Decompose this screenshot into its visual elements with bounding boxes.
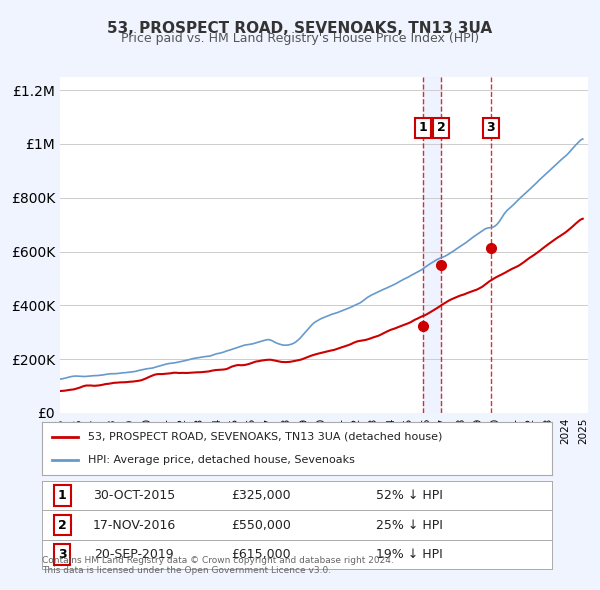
Text: £615,000: £615,000 bbox=[232, 548, 291, 561]
Text: £550,000: £550,000 bbox=[232, 519, 291, 532]
Bar bbox=[423, 77, 441, 413]
Text: 1: 1 bbox=[58, 489, 67, 502]
Text: Price paid vs. HM Land Registry's House Price Index (HPI): Price paid vs. HM Land Registry's House … bbox=[121, 32, 479, 45]
Text: 19% ↓ HPI: 19% ↓ HPI bbox=[376, 548, 443, 561]
Text: 2: 2 bbox=[58, 519, 67, 532]
Text: HPI: Average price, detached house, Sevenoaks: HPI: Average price, detached house, Seve… bbox=[88, 455, 355, 465]
Text: 2: 2 bbox=[437, 122, 446, 135]
Text: £325,000: £325,000 bbox=[232, 489, 291, 502]
Text: 3: 3 bbox=[58, 548, 67, 561]
Bar bbox=[441, 77, 491, 413]
Text: 25% ↓ HPI: 25% ↓ HPI bbox=[376, 519, 443, 532]
Text: 20-SEP-2019: 20-SEP-2019 bbox=[94, 548, 173, 561]
Text: 3: 3 bbox=[487, 122, 495, 135]
Text: 1: 1 bbox=[419, 122, 427, 135]
Text: 17-NOV-2016: 17-NOV-2016 bbox=[92, 519, 175, 532]
Text: 30-OCT-2015: 30-OCT-2015 bbox=[92, 489, 175, 502]
Text: 53, PROSPECT ROAD, SEVENOAKS, TN13 3UA: 53, PROSPECT ROAD, SEVENOAKS, TN13 3UA bbox=[107, 21, 493, 35]
Text: Contains HM Land Registry data © Crown copyright and database right 2024.
This d: Contains HM Land Registry data © Crown c… bbox=[42, 556, 394, 575]
Text: 53, PROSPECT ROAD, SEVENOAKS, TN13 3UA (detached house): 53, PROSPECT ROAD, SEVENOAKS, TN13 3UA (… bbox=[88, 432, 442, 442]
Text: 52% ↓ HPI: 52% ↓ HPI bbox=[376, 489, 443, 502]
